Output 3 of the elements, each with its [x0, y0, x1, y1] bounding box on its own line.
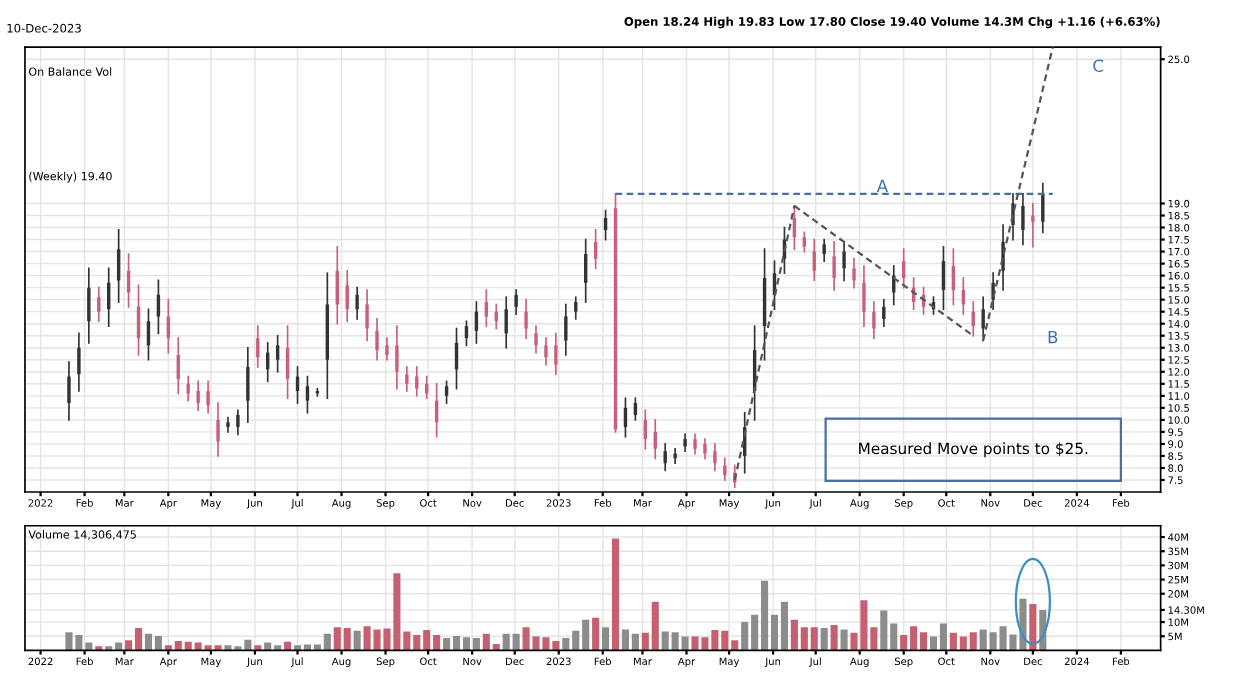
annotation: B	[1048, 331, 1058, 344]
annotation: A	[876, 179, 888, 192]
annotation: C	[1093, 59, 1104, 73]
